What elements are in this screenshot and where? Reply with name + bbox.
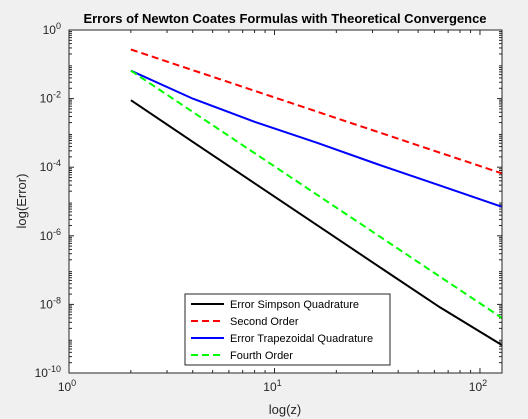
- y-tick-label-2: 10-6: [40, 227, 61, 243]
- series-line-fourth-order: [130, 69, 503, 319]
- ticks-layer: 100 101 102 10-10 10-8 10-6 10-4 10-2 100: [35, 21, 502, 394]
- series-line-error-simpson-quadrature: [130, 99, 503, 346]
- legend-box: [184, 293, 391, 366]
- y-tick-label-3: 10-4: [40, 158, 61, 174]
- x-tick-label-1: 101: [263, 378, 281, 394]
- y-tick-label-4: 10-2: [40, 90, 61, 106]
- legend-label-fourth-order: Fourth Order: [230, 350, 293, 362]
- legend: Error Simpson Quadrature Second Order Erro…: [184, 293, 391, 366]
- legend-label-error-simpson-quadrature: Error Simpson Quadrature: [230, 299, 359, 311]
- legend-label-error-trapezoidal-quadrature: Error Trapezoidal Quadrature: [230, 333, 373, 345]
- x-tick-label-0: 100: [58, 378, 76, 394]
- series-line-error-trapezoidal-quadrature: [130, 69, 503, 208]
- x-axis-label: log(z): [269, 402, 302, 417]
- series-layer: [130, 48, 503, 346]
- axes-box: [68, 29, 503, 374]
- y-tick-label-1: 10-8: [40, 295, 61, 311]
- x-tick-label-2: 102: [469, 378, 487, 394]
- legend-label-second-order: Second Order: [230, 316, 299, 328]
- y-axis-label: log(Error): [14, 174, 29, 229]
- y-tick-label-0: 10-10: [35, 364, 61, 380]
- chart-title: Errors of Newton Coates Formulas with Th…: [83, 11, 486, 26]
- y-tick-label-5: 100: [43, 21, 61, 37]
